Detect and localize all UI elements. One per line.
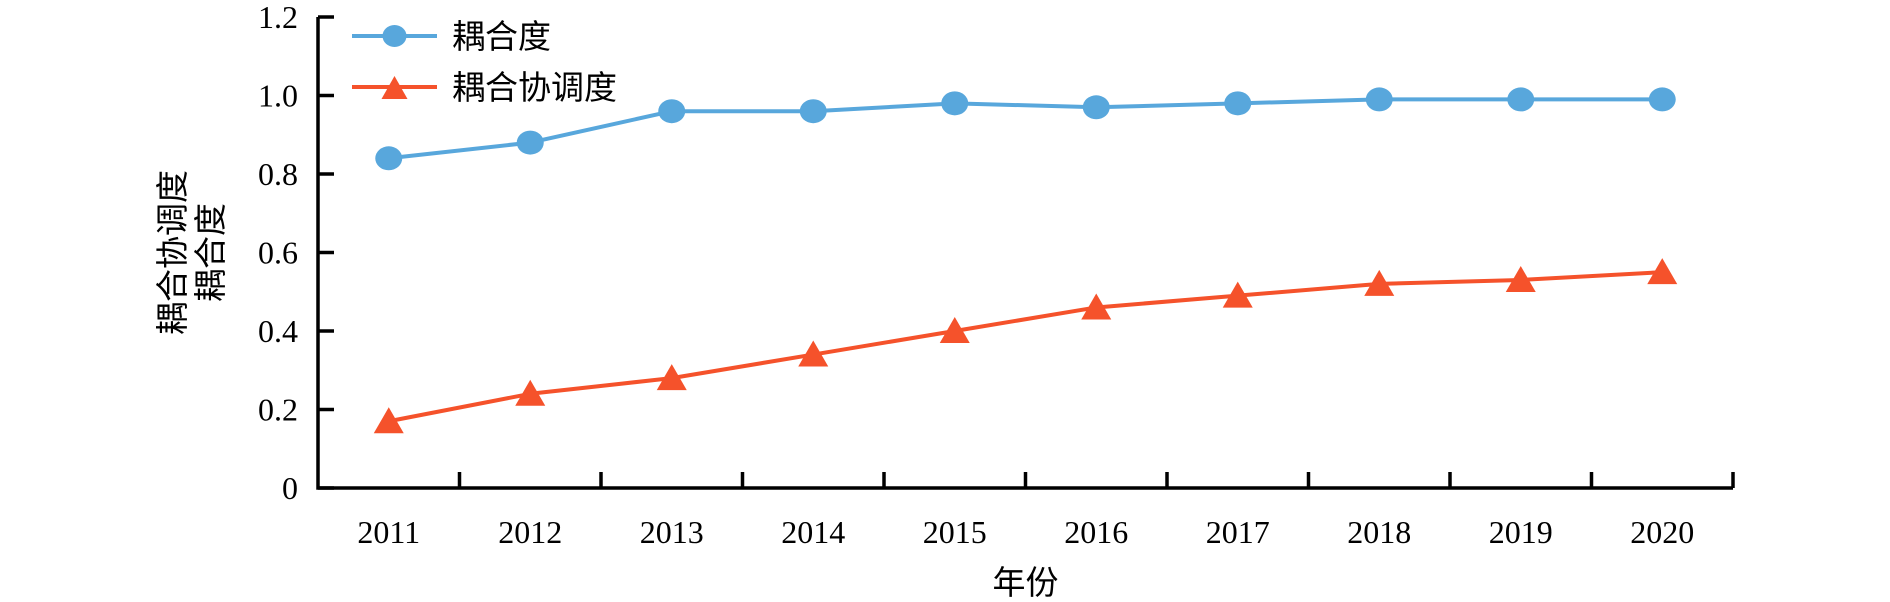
x-tick-label: 2020 — [1630, 514, 1694, 550]
x-tick-label: 2015 — [923, 514, 987, 550]
triangle-marker-icon — [1364, 269, 1395, 296]
triangle-marker-icon — [381, 76, 408, 99]
circle-marker-icon — [1082, 95, 1110, 120]
circle-marker-icon — [382, 25, 407, 47]
x-axis-title: 年份 — [993, 565, 1059, 602]
circle-marker-icon — [1648, 87, 1676, 112]
y-tick-label: 1.0 — [258, 78, 298, 114]
series-line — [388, 97, 1663, 161]
series-triangle — [373, 258, 1678, 434]
circle-marker-icon — [1507, 87, 1535, 112]
triangle-marker-icon — [1081, 293, 1112, 320]
x-tick-label: 2018 — [1347, 514, 1411, 550]
triangle-marker-icon — [373, 407, 404, 434]
circle-marker-icon — [516, 130, 544, 155]
y-tick-label: 0.4 — [258, 313, 298, 349]
circle-marker-icon — [799, 99, 827, 124]
y-axis-title: 耦合协调度 耦合度 — [155, 170, 230, 335]
triangle-marker-icon — [656, 364, 687, 391]
x-tick-label: 2016 — [1064, 514, 1128, 550]
x-tick-label: 2019 — [1489, 514, 1553, 550]
y-tick-label: 0.6 — [258, 235, 298, 271]
x-tick-label: 2014 — [781, 514, 845, 550]
x-tick-label: 2013 — [640, 514, 704, 550]
triangle-marker-icon — [1505, 265, 1536, 292]
legend-item: 耦合度 — [352, 19, 551, 56]
y-tick-label: 1.2 — [258, 0, 298, 35]
triangle-marker-icon — [515, 379, 546, 406]
y-tick-label: 0.2 — [258, 392, 298, 428]
legend-item: 耦合协调度 — [352, 70, 617, 107]
x-tick-label: 2012 — [498, 514, 562, 550]
x-tick-label: 2017 — [1206, 514, 1270, 550]
y-axis-title-line2: 耦合度 — [193, 203, 230, 302]
y-tick-label: 0.8 — [258, 156, 298, 192]
y-axis-title-line1: 耦合协调度 — [155, 170, 192, 335]
legend-label: 耦合度 — [452, 19, 551, 56]
triangle-marker-icon — [939, 317, 970, 343]
x-tick-label: 2011 — [357, 514, 420, 550]
circle-marker-icon — [1365, 87, 1393, 112]
circle-marker-icon — [658, 99, 686, 124]
triangle-marker-icon — [1222, 281, 1253, 308]
circle-marker-icon — [375, 146, 403, 171]
series-line — [388, 270, 1663, 424]
legend-label: 耦合协调度 — [452, 70, 617, 107]
circle-marker-icon — [1224, 91, 1252, 116]
series-circle — [375, 87, 1676, 171]
circle-marker-icon — [941, 91, 969, 116]
triangle-marker-icon — [1647, 258, 1678, 285]
y-tick-label: 0 — [282, 470, 298, 506]
triangle-marker-icon — [798, 340, 829, 367]
